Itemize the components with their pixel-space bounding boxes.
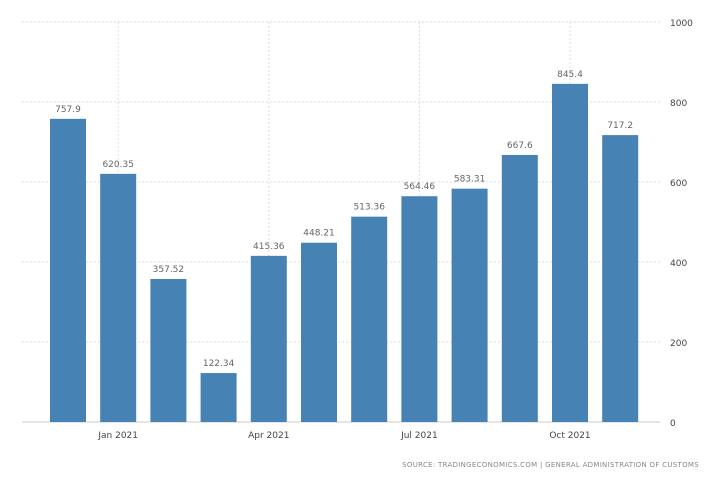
data-label: 415.36: [253, 242, 285, 252]
bar: [602, 135, 639, 422]
source-note: SOURCE: TRADINGECONOMICS.COM | GENERAL A…: [402, 461, 699, 469]
bar: [451, 188, 488, 422]
x-tick-label: Apr 2021: [248, 431, 289, 441]
data-label: 845.4: [557, 70, 583, 80]
data-label: 357.52: [153, 265, 185, 275]
data-label: 564.46: [404, 182, 436, 192]
bar: [351, 216, 388, 422]
data-label: 667.6: [507, 141, 533, 151]
x-tick-label: Jul 2021: [400, 431, 438, 441]
y-tick-label: 600: [670, 179, 687, 189]
data-label: 757.9: [55, 105, 81, 115]
y-tick-label: 1000: [670, 19, 693, 29]
data-label: 620.35: [102, 160, 134, 170]
bar: [301, 242, 337, 422]
data-label: 122.34: [203, 359, 235, 369]
bar: [200, 373, 237, 422]
data-label: 448.21: [303, 229, 335, 239]
bar: [250, 255, 287, 422]
data-label: 717.2: [607, 121, 633, 131]
bar: [50, 118, 86, 422]
x-tick-label: Oct 2021: [549, 431, 590, 441]
data-label: 513.36: [353, 203, 385, 213]
y-tick-label: 0: [670, 419, 676, 429]
data-label: 583.31: [454, 175, 486, 185]
bar: [401, 196, 438, 422]
y-tick-label: 400: [670, 259, 687, 269]
bar: [552, 83, 588, 422]
x-tick-label: Jan 2021: [97, 431, 138, 441]
bar: [100, 173, 137, 422]
bar: [150, 278, 187, 422]
y-tick-label: 200: [670, 339, 687, 349]
y-tick-label: 800: [670, 99, 687, 109]
bar: [501, 154, 538, 422]
